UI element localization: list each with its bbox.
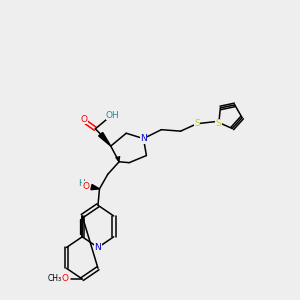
Text: H: H bbox=[78, 179, 84, 188]
Polygon shape bbox=[99, 133, 111, 146]
Text: OH: OH bbox=[106, 111, 120, 120]
Text: S: S bbox=[215, 119, 221, 128]
Text: O: O bbox=[62, 274, 69, 284]
Text: O: O bbox=[82, 182, 89, 191]
Text: N: N bbox=[94, 243, 101, 252]
Text: S: S bbox=[194, 119, 200, 128]
Text: O: O bbox=[81, 115, 88, 124]
Text: CH₃: CH₃ bbox=[47, 274, 62, 284]
Text: N: N bbox=[140, 134, 147, 143]
Polygon shape bbox=[91, 184, 100, 190]
